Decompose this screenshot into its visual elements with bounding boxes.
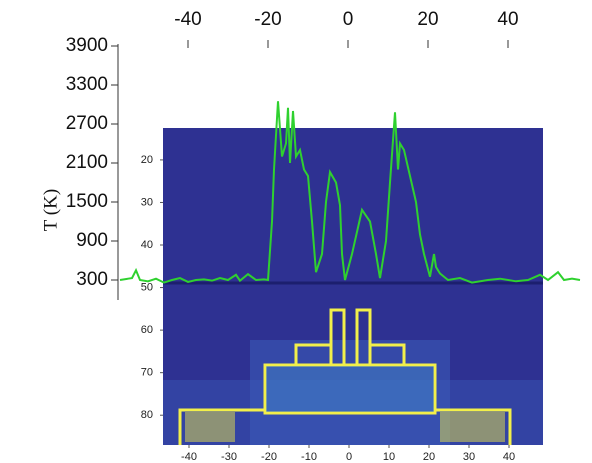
inset-x-tick-label: 10	[383, 451, 395, 463]
y-tick-label: 3900	[66, 35, 108, 56]
y-tick-label: 900	[76, 230, 108, 251]
inset-x-tick-label: -30	[221, 451, 237, 463]
inset-y-tick-label: 60	[141, 324, 153, 336]
x-tick-label: -20	[254, 9, 281, 30]
inset-x-tick-label: 20	[423, 451, 435, 463]
inset-y-tick-label: 50	[141, 281, 153, 293]
x-tick-label: 40	[497, 9, 518, 30]
inset-y-tick-label: 40	[141, 239, 153, 251]
x-tick-label: 20	[417, 9, 438, 30]
inset-x-tick-label: 40	[503, 451, 515, 463]
x-tick-label: 0	[343, 9, 354, 30]
y-axis-label: T (K)	[40, 189, 61, 231]
inset-x-tick-label: -40	[181, 451, 197, 463]
y-tick-label: 300	[76, 269, 108, 290]
inset-x-tick-label: 30	[463, 451, 475, 463]
inset-x-tick-label: -10	[301, 451, 317, 463]
inset-x-tick-label: 0	[346, 451, 352, 463]
y-tick-label: 2700	[66, 113, 108, 134]
inset-y-tick-label: 30	[141, 196, 153, 208]
y-tick-label: 3300	[66, 74, 108, 95]
temperature-line	[119, 101, 581, 284]
y-tick-label: 2100	[66, 152, 108, 173]
y-tick-label: 1500	[66, 191, 108, 212]
inset-y-tick-label: 70	[141, 367, 153, 379]
inset-x-tick-label: -20	[261, 451, 277, 463]
inset-y-tick-label: 20	[141, 154, 153, 166]
x-tick-label: -40	[174, 9, 201, 30]
inset-y-tick-label: 80	[141, 409, 153, 421]
heatmap-image	[163, 128, 543, 445]
